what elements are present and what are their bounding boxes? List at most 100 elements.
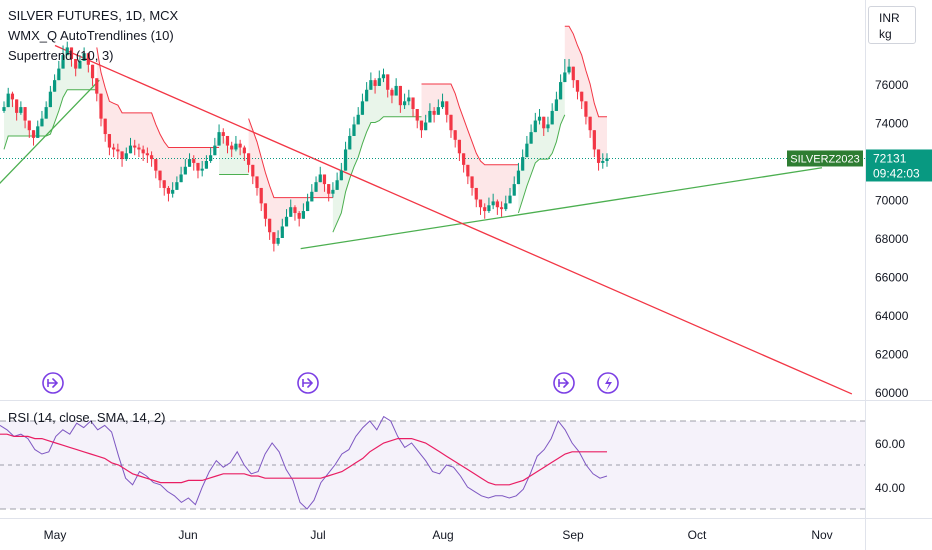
supertrend-down-line [96, 47, 220, 148]
candle-body [19, 107, 23, 113]
price-tick-label: 64000 [875, 309, 909, 323]
candle-body [196, 162, 200, 171]
supertrend-up-fill [332, 74, 422, 233]
candle-body [348, 135, 352, 150]
time-tick-label: Jun [178, 528, 197, 542]
candle-body [103, 118, 107, 135]
candle-body [343, 149, 348, 171]
candle-body [65, 47, 69, 56]
candle-body [57, 68, 61, 81]
candle-body [592, 130, 596, 150]
indicator-autotrendlines-label[interactable]: WMX_Q AutoTrendlines (10) [8, 28, 174, 43]
supertrend-down-fill [248, 118, 333, 244]
candle-body [23, 107, 27, 121]
price-tick-label: 74000 [875, 117, 909, 131]
candle-body [162, 180, 166, 188]
candle-body [407, 97, 411, 102]
rsi-sma-line [0, 433, 607, 486]
candle-body [504, 203, 508, 210]
candle-body [411, 97, 415, 110]
price-tick-label: 66000 [875, 271, 909, 285]
candle-body [474, 187, 478, 200]
candle-body [112, 147, 116, 150]
candle-body [596, 149, 601, 163]
candle-body [183, 166, 187, 175]
candle-body [284, 216, 289, 227]
supertrend-down-line [564, 25, 607, 118]
candle-body [175, 182, 179, 190]
split-icon[interactable] [297, 372, 319, 394]
candle-body [605, 158, 609, 161]
candle-body [217, 132, 221, 146]
candle-body [483, 207, 487, 212]
rsi-legend-label[interactable]: RSI (14, close, SMA, 14, 2) [8, 410, 166, 425]
candle-body [470, 176, 474, 188]
candle-body [82, 53, 86, 61]
candle-body [53, 80, 57, 92]
candle-body [280, 226, 284, 238]
dividend-icon[interactable] [597, 372, 619, 394]
time-tick-label: Sep [562, 528, 584, 542]
candle-body [487, 205, 491, 212]
candle-body [390, 89, 394, 96]
candle-body [179, 174, 183, 183]
candle-body [272, 232, 276, 244]
time-tick-label: May [44, 528, 67, 542]
candle-body [525, 143, 529, 158]
candle-body [398, 85, 402, 106]
candle-body [575, 80, 580, 92]
candle-body [521, 157, 525, 171]
indicator-supertrend-label[interactable]: Supertrend (10, 3) [8, 48, 114, 63]
last-price-tag-bg [866, 149, 932, 182]
candle-body [204, 161, 209, 169]
candle-body [335, 180, 339, 190]
rsi-tick-label: 40.00 [875, 481, 905, 495]
candle-body [491, 201, 495, 206]
split-icon[interactable] [42, 372, 64, 394]
candle-body [255, 176, 259, 188]
candle-body [78, 60, 82, 69]
candle-body [440, 101, 445, 108]
candle-body [69, 47, 74, 59]
symbol-tag: SILVERZ2023 [787, 150, 863, 167]
supertrend-down-line [248, 118, 333, 199]
time-tick-label: Aug [432, 528, 453, 542]
candle-body [559, 82, 563, 100]
candle-body [466, 164, 470, 177]
candle-body [327, 184, 331, 194]
price-tick-label: 68000 [875, 232, 909, 246]
trendline-resistance [54, 44, 853, 395]
candle-body [369, 80, 373, 90]
candle-body [48, 91, 52, 108]
candle-body [386, 74, 390, 90]
candle-body [166, 187, 171, 194]
candle-body [394, 85, 398, 96]
candle-body [432, 110, 436, 115]
price-tick-label: 60000 [875, 386, 909, 400]
split-icon[interactable] [553, 372, 575, 394]
candle-body [276, 238, 280, 244]
candle-body [141, 149, 145, 154]
candle-body [331, 189, 335, 194]
candle-body [512, 184, 516, 196]
candle-body [554, 99, 558, 111]
candle-body [537, 116, 542, 121]
candle-body [495, 201, 499, 208]
candle-body [293, 207, 297, 213]
unit-label: kg [879, 27, 892, 41]
candle-body [2, 107, 6, 111]
candle-body [322, 174, 327, 185]
candle-body [529, 132, 533, 144]
candle-body [95, 78, 99, 94]
time-tick-label: Nov [811, 528, 832, 542]
time-tick-label: Jul [310, 528, 325, 542]
supertrend-up-fill [219, 132, 249, 175]
candle-body [289, 207, 293, 217]
symbol-tag-text: SILVERZ2023 [790, 153, 860, 165]
candle-body [314, 182, 318, 192]
currency-unit-button[interactable]: INR kg [868, 6, 916, 44]
candle-body [238, 143, 242, 148]
candle-body [352, 124, 356, 136]
